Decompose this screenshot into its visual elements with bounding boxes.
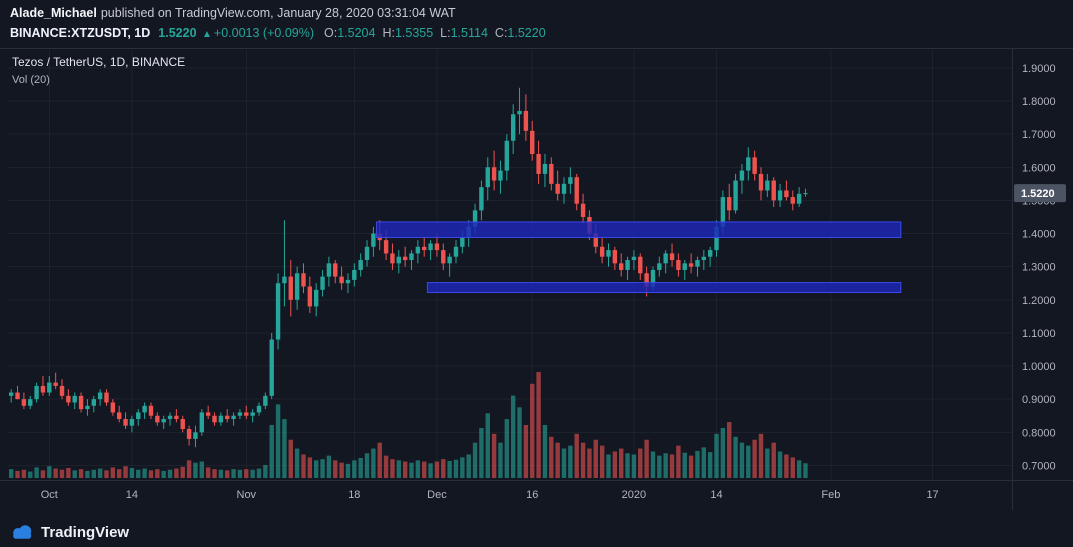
last-price-value: 1.5220	[158, 26, 197, 40]
last-price-badge: 1.5220	[1014, 184, 1066, 203]
svg-text:Dec: Dec	[427, 489, 447, 501]
svg-text:14: 14	[126, 489, 138, 501]
chart-area[interactable]: 1.90001.80001.70001.60001.50001.40001.30…	[0, 48, 1073, 517]
svg-text:Feb: Feb	[821, 489, 840, 501]
svg-text:1.3000: 1.3000	[1022, 262, 1056, 274]
zones-layer	[376, 221, 902, 293]
price-up-arrow-icon: ▲	[202, 29, 212, 40]
svg-text:14: 14	[710, 489, 722, 501]
svg-text:0.9000: 0.9000	[1022, 394, 1056, 406]
symbol-quote-bar: BINANCE:XTZUSDT, 1D 1.5220 ▲ +0.0013 (+0.0…	[10, 26, 553, 48]
publisher-username[interactable]: Alade_Michael	[10, 6, 97, 20]
svg-text:1.4000: 1.4000	[1022, 229, 1056, 241]
svg-text:Nov: Nov	[237, 489, 257, 501]
svg-text:16: 16	[526, 489, 538, 501]
svg-text:1.2000: 1.2000	[1022, 295, 1056, 307]
footer-bar: TradingView	[0, 517, 1073, 547]
candlestick-chart[interactable]: 1.90001.80001.70001.60001.50001.40001.30…	[0, 48, 1073, 517]
volume-layer	[8, 372, 808, 478]
svg-text:18: 18	[348, 489, 360, 501]
svg-text:0.8000: 0.8000	[1022, 427, 1056, 439]
publish-info-bar: Alade_Michael published on TradingView.co…	[0, 0, 1073, 26]
symbol-name[interactable]: BINANCE:XTZUSDT, 1D	[10, 26, 151, 40]
high-value: H:1.5355	[382, 26, 434, 40]
candles-layer	[8, 87, 808, 448]
tradingview-logo-icon[interactable]	[10, 523, 34, 541]
svg-text:Oct: Oct	[41, 489, 58, 501]
low-value: L:1.5114	[440, 26, 488, 40]
price-change-value: +0.0013 (+0.09%)	[213, 26, 314, 40]
svg-text:1.9000: 1.9000	[1022, 63, 1056, 75]
axis-separators	[0, 48, 1073, 510]
time-axis[interactable]: Oct 14 Nov 18 Dec 16 2020 14 Feb 17	[41, 489, 939, 501]
svg-text:17: 17	[926, 489, 938, 501]
svg-text:1.0000: 1.0000	[1022, 361, 1056, 373]
svg-text:2020: 2020	[622, 489, 646, 501]
publish-info-text: published on TradingView.com, January 28…	[100, 6, 456, 20]
svg-text:1.6000: 1.6000	[1022, 162, 1056, 174]
price-axis[interactable]: 1.90001.80001.70001.60001.50001.40001.30…	[1022, 63, 1056, 473]
close-value: C:1.5220	[494, 26, 546, 40]
svg-text:1.7000: 1.7000	[1022, 129, 1056, 141]
grid-layer	[8, 50, 1012, 480]
open-value: O:1.5204	[324, 26, 376, 40]
svg-text:0.7000: 0.7000	[1022, 460, 1056, 472]
svg-text:1.8000: 1.8000	[1022, 96, 1056, 108]
support-resistance-zone[interactable]	[426, 282, 902, 293]
svg-text:1.1000: 1.1000	[1022, 328, 1056, 340]
support-resistance-zone[interactable]	[376, 221, 902, 239]
tradingview-brand[interactable]: TradingView	[41, 523, 130, 541]
svg-text:1.5220: 1.5220	[1021, 188, 1055, 200]
